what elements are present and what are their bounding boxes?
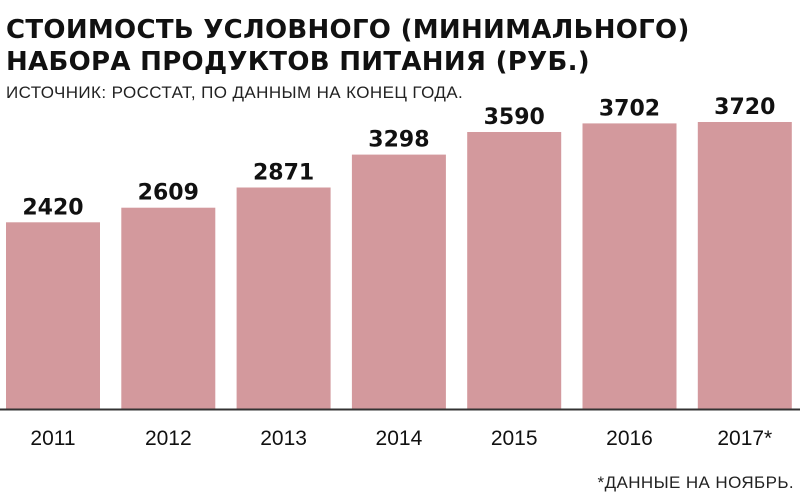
value-label-2014: 3298 [368, 128, 429, 153]
chart-title: СТОИМОСТЬ УСЛОВНОГО (МИНИМАЛЬНОГО) НАБОР… [6, 14, 690, 78]
bars-group [6, 122, 792, 410]
bar-2015 [467, 132, 562, 409]
value-labels-group: 2420 2609 2871 3298 3590 3702 3720 [22, 95, 775, 220]
category-label-2016: 2016 [606, 427, 653, 450]
source-note: ИСТОЧНИК: РОССТАТ, ПО ДАННЫМ НА КОНЕЦ ГО… [6, 83, 464, 102]
bar-2011 [6, 222, 100, 409]
footnote: *ДАННЫЕ НА НОЯБРЬ. [597, 473, 794, 492]
bar-2017 [697, 122, 792, 409]
value-label-2013: 2871 [253, 161, 314, 186]
category-label-2012: 2012 [145, 427, 192, 450]
category-label-2015: 2015 [491, 427, 538, 450]
value-label-2016: 3702 [599, 96, 660, 121]
bar-2013 [236, 187, 331, 409]
chart-title-line-2: НАБОРА ПРОДУКТОВ ПИТАНИЯ (РУБ.) [6, 47, 590, 77]
value-label-2011: 2420 [22, 195, 83, 220]
bar-2014 [351, 154, 446, 409]
bar-2016 [582, 123, 677, 410]
value-label-2015: 3590 [484, 105, 545, 130]
value-label-2017: 3720 [714, 95, 775, 120]
category-label-2014: 2014 [376, 427, 423, 450]
category-label-2013: 2013 [260, 427, 307, 450]
category-label-2017: 2017* [717, 427, 772, 450]
chart-title-line-1: СТОИМОСТЬ УСЛОВНОГО (МИНИМАЛЬНОГО) [6, 15, 690, 45]
value-label-2012: 2609 [138, 181, 199, 206]
bar-2012 [121, 207, 216, 409]
category-label-2011: 2011 [30, 427, 75, 450]
category-labels-group: 2011 2012 2013 2014 2015 2016 2017* [30, 427, 772, 450]
